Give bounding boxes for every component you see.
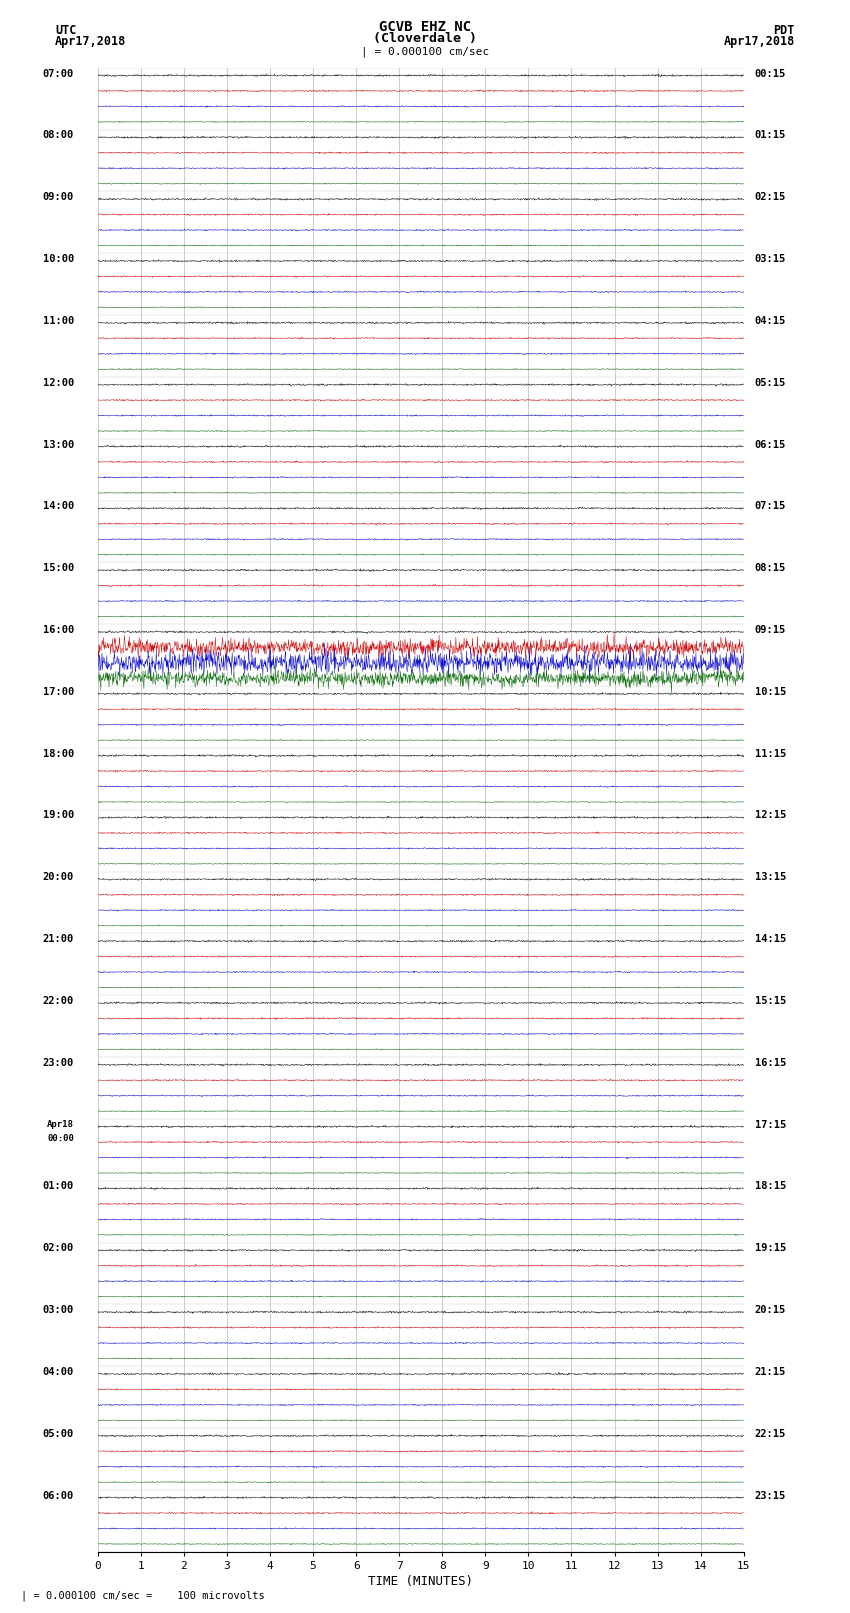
Text: 23:15: 23:15 xyxy=(755,1490,785,1500)
Text: 02:15: 02:15 xyxy=(755,192,785,202)
Text: 20:00: 20:00 xyxy=(42,873,74,882)
Text: 12:00: 12:00 xyxy=(42,377,74,387)
Text: 05:00: 05:00 xyxy=(42,1429,74,1439)
Text: 17:00: 17:00 xyxy=(42,687,74,697)
Text: Apr17,2018: Apr17,2018 xyxy=(723,35,795,48)
Text: UTC: UTC xyxy=(55,24,76,37)
Text: 18:00: 18:00 xyxy=(42,748,74,758)
Text: 16:15: 16:15 xyxy=(755,1058,785,1068)
Text: | = 0.000100 cm/sec =    100 microvolts: | = 0.000100 cm/sec = 100 microvolts xyxy=(21,1590,265,1602)
Text: 10:00: 10:00 xyxy=(42,253,74,265)
Text: 15:00: 15:00 xyxy=(42,563,74,573)
Text: 07:15: 07:15 xyxy=(755,502,785,511)
Text: 19:15: 19:15 xyxy=(755,1244,785,1253)
Text: 20:15: 20:15 xyxy=(755,1305,785,1315)
Text: 06:15: 06:15 xyxy=(755,439,785,450)
Text: 09:15: 09:15 xyxy=(755,624,785,636)
Text: 01:15: 01:15 xyxy=(755,131,785,140)
Text: GCVB EHZ NC: GCVB EHZ NC xyxy=(379,19,471,34)
Text: 14:15: 14:15 xyxy=(755,934,785,944)
Text: 13:15: 13:15 xyxy=(755,873,785,882)
Text: | = 0.000100 cm/sec: | = 0.000100 cm/sec xyxy=(361,47,489,58)
Text: 13:00: 13:00 xyxy=(42,439,74,450)
Text: 03:00: 03:00 xyxy=(42,1305,74,1315)
Text: 18:15: 18:15 xyxy=(755,1181,785,1192)
Text: 22:00: 22:00 xyxy=(42,995,74,1007)
Text: 22:15: 22:15 xyxy=(755,1429,785,1439)
Text: 15:15: 15:15 xyxy=(755,995,785,1007)
Text: 16:00: 16:00 xyxy=(42,624,74,636)
Text: Apr18: Apr18 xyxy=(48,1119,74,1129)
X-axis label: TIME (MINUTES): TIME (MINUTES) xyxy=(368,1574,473,1587)
Text: 10:15: 10:15 xyxy=(755,687,785,697)
Text: PDT: PDT xyxy=(774,24,795,37)
Text: 00:15: 00:15 xyxy=(755,68,785,79)
Text: 17:15: 17:15 xyxy=(755,1119,785,1129)
Text: 21:15: 21:15 xyxy=(755,1366,785,1378)
Text: 04:15: 04:15 xyxy=(755,316,785,326)
Text: 08:15: 08:15 xyxy=(755,563,785,573)
Text: (Cloverdale ): (Cloverdale ) xyxy=(373,32,477,45)
Text: 21:00: 21:00 xyxy=(42,934,74,944)
Text: 02:00: 02:00 xyxy=(42,1244,74,1253)
Text: 19:00: 19:00 xyxy=(42,810,74,821)
Text: 14:00: 14:00 xyxy=(42,502,74,511)
Text: 09:00: 09:00 xyxy=(42,192,74,202)
Text: 07:00: 07:00 xyxy=(42,68,74,79)
Text: 11:15: 11:15 xyxy=(755,748,785,758)
Text: 12:15: 12:15 xyxy=(755,810,785,821)
Text: 05:15: 05:15 xyxy=(755,377,785,387)
Text: 04:00: 04:00 xyxy=(42,1366,74,1378)
Text: 08:00: 08:00 xyxy=(42,131,74,140)
Text: 01:00: 01:00 xyxy=(42,1181,74,1192)
Text: 00:00: 00:00 xyxy=(48,1134,74,1142)
Text: Apr17,2018: Apr17,2018 xyxy=(55,35,127,48)
Text: 06:00: 06:00 xyxy=(42,1490,74,1500)
Text: 11:00: 11:00 xyxy=(42,316,74,326)
Text: 03:15: 03:15 xyxy=(755,253,785,265)
Text: 23:00: 23:00 xyxy=(42,1058,74,1068)
